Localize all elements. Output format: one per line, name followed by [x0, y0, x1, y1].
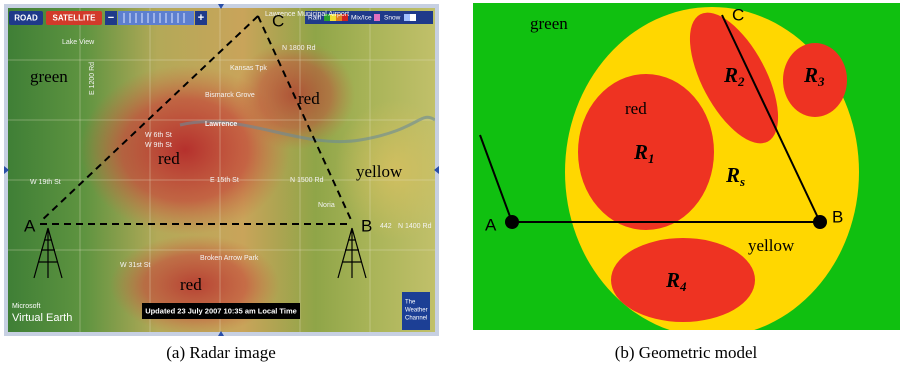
point-label: A: [24, 216, 36, 235]
region-label: red: [298, 89, 320, 108]
legend-swatch: [374, 14, 380, 21]
legend-snow: Snow: [384, 15, 401, 22]
zoom-out-label: −: [108, 12, 114, 24]
weather-logo-text: Channel: [405, 316, 427, 322]
weather-logo-text: The: [405, 300, 416, 306]
region-letter: R: [725, 163, 740, 187]
map-label: Noria: [318, 202, 335, 209]
point-label: A: [485, 215, 497, 234]
region-letter: R: [723, 63, 738, 87]
point-a: [505, 215, 519, 229]
map-label: Lawrence: [205, 121, 237, 128]
region-letter: R: [803, 63, 818, 87]
region-label: green: [530, 14, 568, 33]
region-label: red: [180, 275, 202, 294]
microsoft-logo: Microsoft: [12, 303, 40, 310]
region-subscript: 3: [817, 74, 825, 89]
region-letter: R: [665, 268, 680, 292]
region-label: red: [625, 99, 647, 118]
region-letter: R: [633, 140, 648, 164]
map-label: E 1200 Rd: [89, 62, 96, 95]
caption: (a) Radar image: [166, 343, 276, 362]
map-label: W 6th St: [145, 132, 172, 139]
virtual-earth-logo: Virtual Earth: [12, 312, 72, 324]
point-label: B: [361, 216, 372, 235]
legend-swatch: [410, 14, 416, 21]
radar-panel: ROAD SATELLITE − + Rain Mix/Ice Snow Law…: [4, 4, 455, 336]
point-label: C: [272, 11, 284, 30]
point-b: [813, 215, 827, 229]
map-label: W 31st St: [120, 262, 150, 269]
map-label: Broken Arrow Park: [200, 255, 259, 262]
map-label: N 1500 Rd: [290, 177, 324, 184]
figure: ROAD SATELLITE − + Rain Mix/Ice Snow Law…: [0, 0, 907, 367]
region-label: green: [30, 67, 68, 86]
map-label: 442: [380, 223, 392, 230]
zoom-in-label: +: [198, 12, 204, 24]
legend-mix-ice: Mix/Ice: [351, 15, 372, 22]
satellite-button-label: SATELLITE: [53, 14, 97, 23]
region-label: yellow: [748, 236, 795, 255]
zoom-slider[interactable]: [118, 11, 194, 25]
map-label: Kansas Tpk: [230, 65, 267, 72]
region-label: yellow: [356, 162, 403, 181]
legend-swatch: [404, 14, 410, 21]
map-label: E 15th St: [210, 177, 239, 184]
point-label: B: [832, 207, 843, 226]
caption: (b) Geometric model: [615, 343, 758, 362]
weather-logo-text: Weather: [405, 308, 428, 314]
road-button-label: ROAD: [14, 14, 38, 23]
map-label: W 19th St: [30, 179, 61, 186]
model-panel: green red yellow A B C R1 R2 R3 R4 Rs: [473, 0, 900, 337]
map-label: N 1400 Rd: [398, 223, 432, 230]
map-label: Lake View: [62, 39, 95, 46]
point-label: C: [732, 5, 744, 24]
map-label: N 1800 Rd: [282, 45, 316, 52]
region-subscript: 4: [679, 279, 687, 294]
region-subscript: 1: [648, 151, 655, 166]
map-label: W 9th St: [145, 142, 172, 149]
region-subscript: 2: [737, 74, 745, 89]
region-label: red: [158, 149, 180, 168]
timestamp: Updated 23 July 2007 10:35 am Local Time: [145, 306, 297, 315]
region-subscript: s: [739, 174, 745, 189]
map-label: Bismarck Grove: [205, 92, 255, 99]
